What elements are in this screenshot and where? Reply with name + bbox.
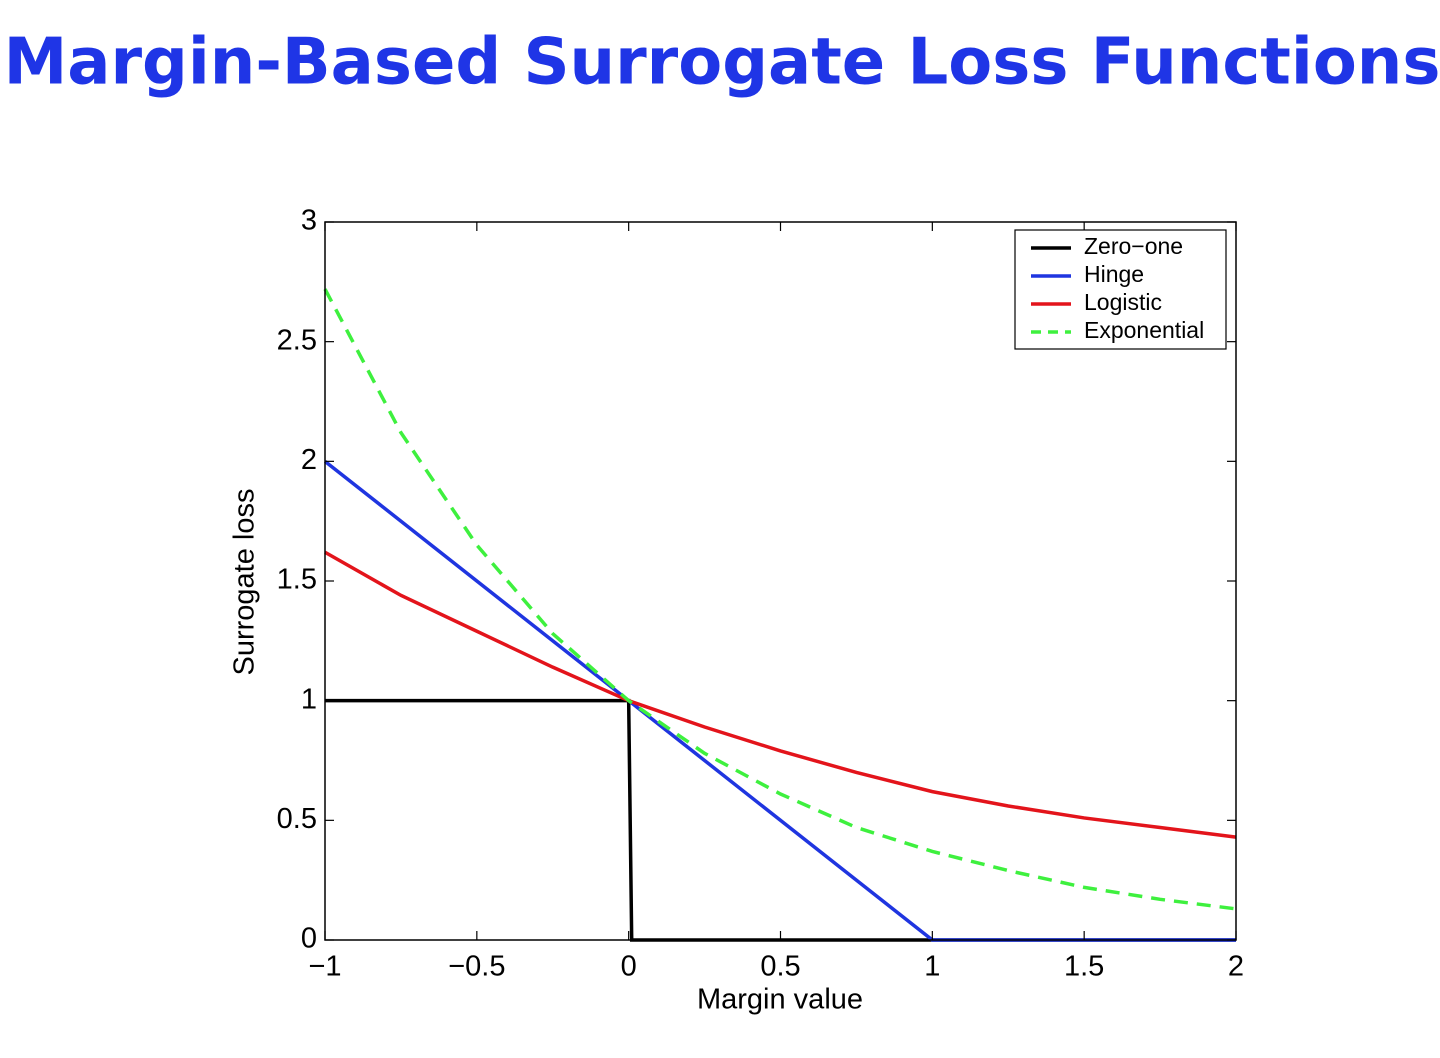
x-tick-label: 0.5 bbox=[760, 951, 800, 983]
legend-label: Exponential bbox=[1084, 317, 1204, 343]
x-tick-label: 1.5 bbox=[1064, 951, 1104, 983]
y-tick-label: 1.5 bbox=[277, 564, 317, 596]
legend-box bbox=[1014, 229, 1227, 350]
x-tick-label: 1 bbox=[924, 951, 940, 983]
y-tick-label: 0.5 bbox=[277, 803, 317, 835]
x-tick-label: −1 bbox=[308, 951, 341, 983]
x-tick-label: −0.5 bbox=[448, 951, 505, 983]
y-tick-label: 2.5 bbox=[277, 324, 317, 356]
y-axis-label: Surrogate loss bbox=[229, 489, 261, 676]
y-tick-label: 3 bbox=[301, 205, 317, 237]
x-axis-label: Margin value bbox=[697, 984, 863, 1016]
chart-title: Margin-Based Surrogate Loss Functions bbox=[4, 26, 1440, 100]
x-tick-label: 0 bbox=[621, 951, 637, 983]
legend-label: Logistic bbox=[1084, 289, 1162, 315]
x-tick-label: 2 bbox=[1228, 951, 1244, 983]
series-line bbox=[323, 288, 1237, 911]
series-line bbox=[324, 550, 1237, 839]
legend-label: Hinge bbox=[1084, 261, 1144, 287]
y-tick-label: 2 bbox=[301, 444, 317, 476]
y-tick-label: 0 bbox=[301, 923, 317, 955]
y-tick-label: 1 bbox=[301, 683, 317, 715]
legend-label: Zero−one bbox=[1084, 233, 1183, 259]
